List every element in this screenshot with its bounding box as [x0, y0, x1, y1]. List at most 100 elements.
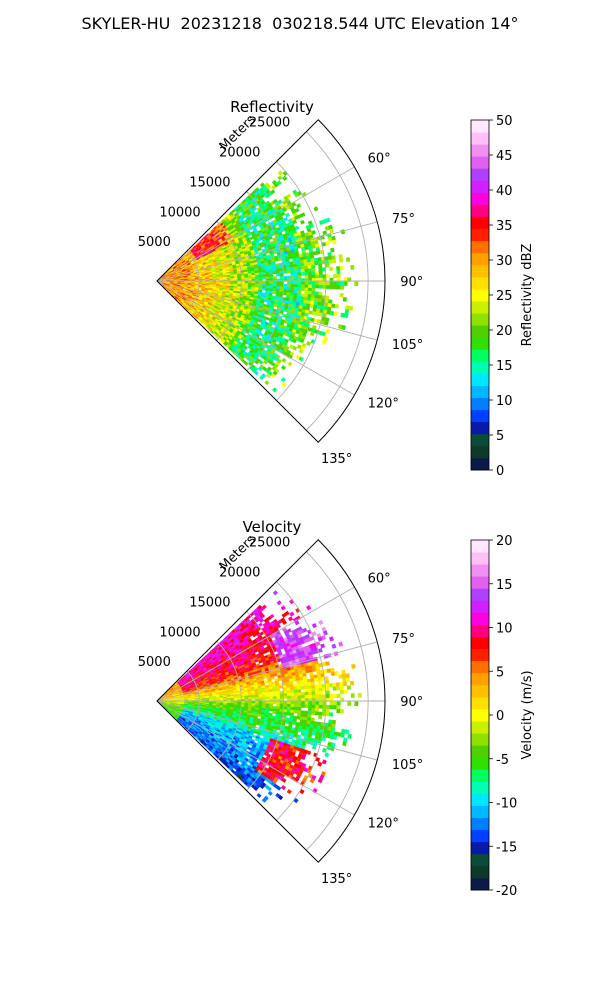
radar-cell	[269, 701, 274, 704]
radar-cell	[265, 276, 270, 280]
radar-cell	[247, 277, 252, 280]
radar-cell	[289, 686, 295, 691]
radar-cell	[325, 661, 330, 666]
radar-cell	[307, 261, 312, 266]
radar-cell	[297, 284, 302, 288]
colorbar-segment	[471, 192, 489, 205]
radar-cell	[308, 694, 313, 699]
radar-cell	[349, 680, 355, 686]
colorbar-segment	[471, 276, 489, 290]
radar-cell	[311, 287, 316, 292]
radar-cell	[354, 281, 359, 287]
radar-cell	[269, 696, 274, 700]
radar-cell	[314, 294, 319, 299]
radar-cell	[276, 283, 281, 287]
radar-cell	[290, 689, 295, 694]
radar-cell	[244, 282, 249, 286]
radar-cell	[332, 285, 337, 290]
radar-cell	[338, 254, 343, 259]
radar-cell	[254, 694, 259, 698]
radar-cell	[315, 284, 320, 289]
radar-cell	[318, 619, 324, 626]
radar-cell	[275, 688, 280, 692]
radar-cell	[329, 701, 334, 706]
radar-cell	[308, 704, 313, 709]
radar-cell	[265, 694, 270, 697]
radar-cell	[280, 377, 287, 383]
radar-cell	[300, 268, 305, 273]
radar-cell	[255, 701, 259, 704]
radar-cell	[325, 217, 331, 223]
radar-cell	[339, 265, 344, 271]
radar-cell	[269, 703, 274, 707]
radar-cell	[300, 685, 305, 690]
radar-cell	[287, 361, 293, 367]
radar-cell	[307, 290, 312, 295]
radar-cell	[279, 695, 284, 700]
radar-cell	[280, 605, 286, 611]
radar-cell	[334, 670, 339, 676]
radar-cell	[308, 284, 313, 289]
radar-cell	[265, 703, 270, 707]
radar-cell	[272, 701, 277, 705]
radar-cell	[318, 694, 323, 699]
colorbar-segment	[471, 156, 489, 169]
radar-cell	[276, 690, 281, 695]
radar-cell	[318, 271, 323, 275]
radar-cell	[255, 696, 259, 700]
radar-cell	[318, 264, 323, 269]
radar-cell	[336, 709, 341, 714]
radar-cell	[329, 705, 334, 710]
radar-cell	[318, 701, 323, 706]
radar-cell	[272, 276, 277, 280]
radar-cell	[308, 271, 313, 276]
radar-cell	[279, 693, 284, 697]
radar-cell	[297, 287, 302, 291]
radar-cell	[283, 703, 288, 708]
radar-cell	[336, 266, 341, 271]
radar-cell	[265, 274, 270, 277]
radar-cell	[279, 283, 284, 287]
radar-cell	[306, 258, 312, 263]
radar-cell	[297, 275, 302, 279]
radar-cell	[318, 281, 323, 286]
radar-cell	[272, 696, 277, 700]
radar-cell	[269, 283, 274, 287]
radar-cell	[251, 281, 256, 284]
colorbar-segment	[471, 288, 489, 302]
radar-cell	[290, 272, 295, 277]
radar-cell	[272, 691, 277, 695]
radar-cell	[289, 684, 294, 688]
radar-cell	[290, 275, 295, 279]
radar-cell	[289, 611, 295, 617]
radar-cell	[342, 681, 348, 687]
radar-cell	[262, 281, 267, 284]
radar-cell	[308, 223, 314, 229]
angle-tick-label: 75°	[392, 212, 415, 227]
radar-cell	[286, 706, 291, 711]
radar-cell	[269, 285, 274, 289]
radar-cell	[265, 696, 270, 700]
radar-cell	[269, 705, 274, 709]
radar-cell	[268, 269, 273, 273]
radar-cell	[340, 281, 345, 286]
radar-cell	[301, 284, 306, 288]
radar-cell	[289, 266, 295, 271]
radar-cell	[276, 270, 281, 275]
radar-cell	[247, 275, 252, 278]
radar-cell	[320, 643, 326, 649]
radar-cell	[279, 275, 284, 280]
radar-panel-reflectivity: Reflectivity500010000150002000025000Mete…	[138, 98, 535, 479]
radar-cell	[308, 281, 313, 285]
radar-cell	[293, 266, 298, 271]
radar-cell	[331, 303, 336, 309]
radar-cell	[315, 281, 320, 286]
radar-cell	[244, 277, 249, 280]
radar-cell	[237, 275, 242, 279]
radar-cell	[306, 341, 312, 346]
radar-cell	[290, 281, 295, 285]
radar-cell	[248, 281, 252, 284]
radar-cell	[300, 272, 305, 276]
radar-cell	[304, 704, 309, 709]
colorbar-tick-label: 20	[496, 324, 513, 339]
